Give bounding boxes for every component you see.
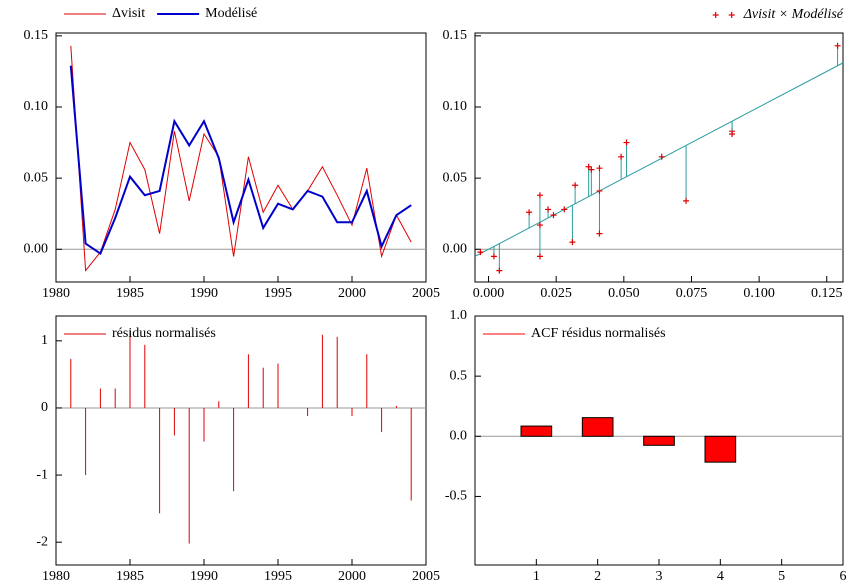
y-tick-label: 0.05 bbox=[24, 170, 49, 185]
legend-label: Δvisit × Modélisé bbox=[743, 7, 844, 22]
x-tick-label: 0.025 bbox=[540, 286, 572, 301]
x-tick-label: 0.050 bbox=[608, 286, 640, 301]
point bbox=[496, 267, 503, 274]
legend-label: ACF résidus normalisés bbox=[531, 326, 666, 341]
x-tick-label: 0.075 bbox=[676, 286, 708, 301]
plot-frame bbox=[55, 315, 427, 566]
point bbox=[588, 166, 595, 173]
bar bbox=[581, 417, 614, 437]
bar bbox=[643, 435, 675, 446]
point bbox=[658, 153, 665, 160]
point bbox=[536, 192, 543, 199]
point bbox=[536, 253, 543, 260]
y-tick-label: 0.10 bbox=[443, 99, 468, 114]
y-tick-label: 0.15 bbox=[24, 28, 49, 43]
x-tick-label: 1985 bbox=[116, 569, 144, 580]
y-tick-label: 0.05 bbox=[443, 170, 468, 185]
bar bbox=[704, 435, 737, 463]
y-tick-label: 0.00 bbox=[443, 241, 468, 256]
x-tick-label: 1995 bbox=[264, 569, 292, 580]
y-tick-label: 0.10 bbox=[24, 99, 49, 114]
x-tick-label: 0.100 bbox=[743, 286, 775, 301]
y-tick-label: -1 bbox=[36, 467, 48, 482]
point bbox=[526, 209, 533, 216]
x-tick-label: 2000 bbox=[338, 569, 366, 580]
y-tick-label: 1.0 bbox=[450, 308, 468, 323]
point bbox=[623, 139, 630, 146]
series-line bbox=[70, 45, 412, 272]
point bbox=[550, 212, 557, 219]
legend-symbol bbox=[712, 12, 735, 18]
point bbox=[569, 239, 576, 246]
y-tick-label: 1 bbox=[41, 333, 48, 348]
y-tick-label: 0.5 bbox=[450, 368, 468, 383]
x-tick-label: 1990 bbox=[190, 286, 218, 301]
legend-label: résidus normalisés bbox=[112, 326, 216, 341]
x-tick-label: 1985 bbox=[116, 286, 144, 301]
point bbox=[536, 222, 543, 229]
point bbox=[585, 163, 592, 170]
y-tick-label: 0 bbox=[41, 400, 48, 415]
x-tick-label: 4 bbox=[717, 569, 724, 580]
x-tick-label: 1980 bbox=[42, 286, 70, 301]
point bbox=[618, 153, 625, 160]
point bbox=[834, 42, 841, 49]
y-tick-label: -0.5 bbox=[445, 489, 467, 504]
x-tick-label: 2000 bbox=[338, 286, 366, 301]
x-tick-label: 2005 bbox=[412, 286, 440, 301]
point bbox=[596, 230, 603, 237]
x-tick-label: 2 bbox=[594, 569, 601, 580]
y-tick-label: 0.00 bbox=[24, 241, 49, 256]
point bbox=[477, 249, 484, 256]
bar bbox=[520, 425, 553, 437]
fit-line bbox=[474, 62, 844, 257]
x-tick-label: 1995 bbox=[264, 286, 292, 301]
point bbox=[729, 131, 736, 138]
x-tick-label: 1990 bbox=[190, 569, 218, 580]
y-tick-label: -2 bbox=[36, 534, 48, 549]
x-tick-label: 0.125 bbox=[811, 286, 843, 301]
x-tick-label: 3 bbox=[656, 569, 663, 580]
y-tick-label: 0.15 bbox=[443, 28, 468, 43]
point bbox=[561, 206, 568, 213]
x-tick-label: 6 bbox=[840, 569, 847, 580]
x-tick-label: 2005 bbox=[412, 569, 440, 580]
x-tick-label: 1 bbox=[533, 569, 540, 580]
x-tick-label: 1980 bbox=[42, 569, 70, 580]
point bbox=[545, 206, 552, 213]
x-tick-label: 0.000 bbox=[473, 286, 505, 301]
x-tick-label: 5 bbox=[778, 569, 785, 580]
y-tick-label: 0.0 bbox=[450, 429, 468, 444]
plot-frame bbox=[55, 32, 427, 283]
legend-label: Δvisit bbox=[112, 6, 145, 21]
legend-label: Modélisé bbox=[205, 6, 257, 21]
point bbox=[490, 253, 497, 260]
series-line bbox=[69, 65, 412, 256]
point bbox=[596, 165, 603, 172]
plot-frame bbox=[474, 32, 844, 283]
point bbox=[572, 182, 579, 189]
point bbox=[683, 197, 690, 204]
